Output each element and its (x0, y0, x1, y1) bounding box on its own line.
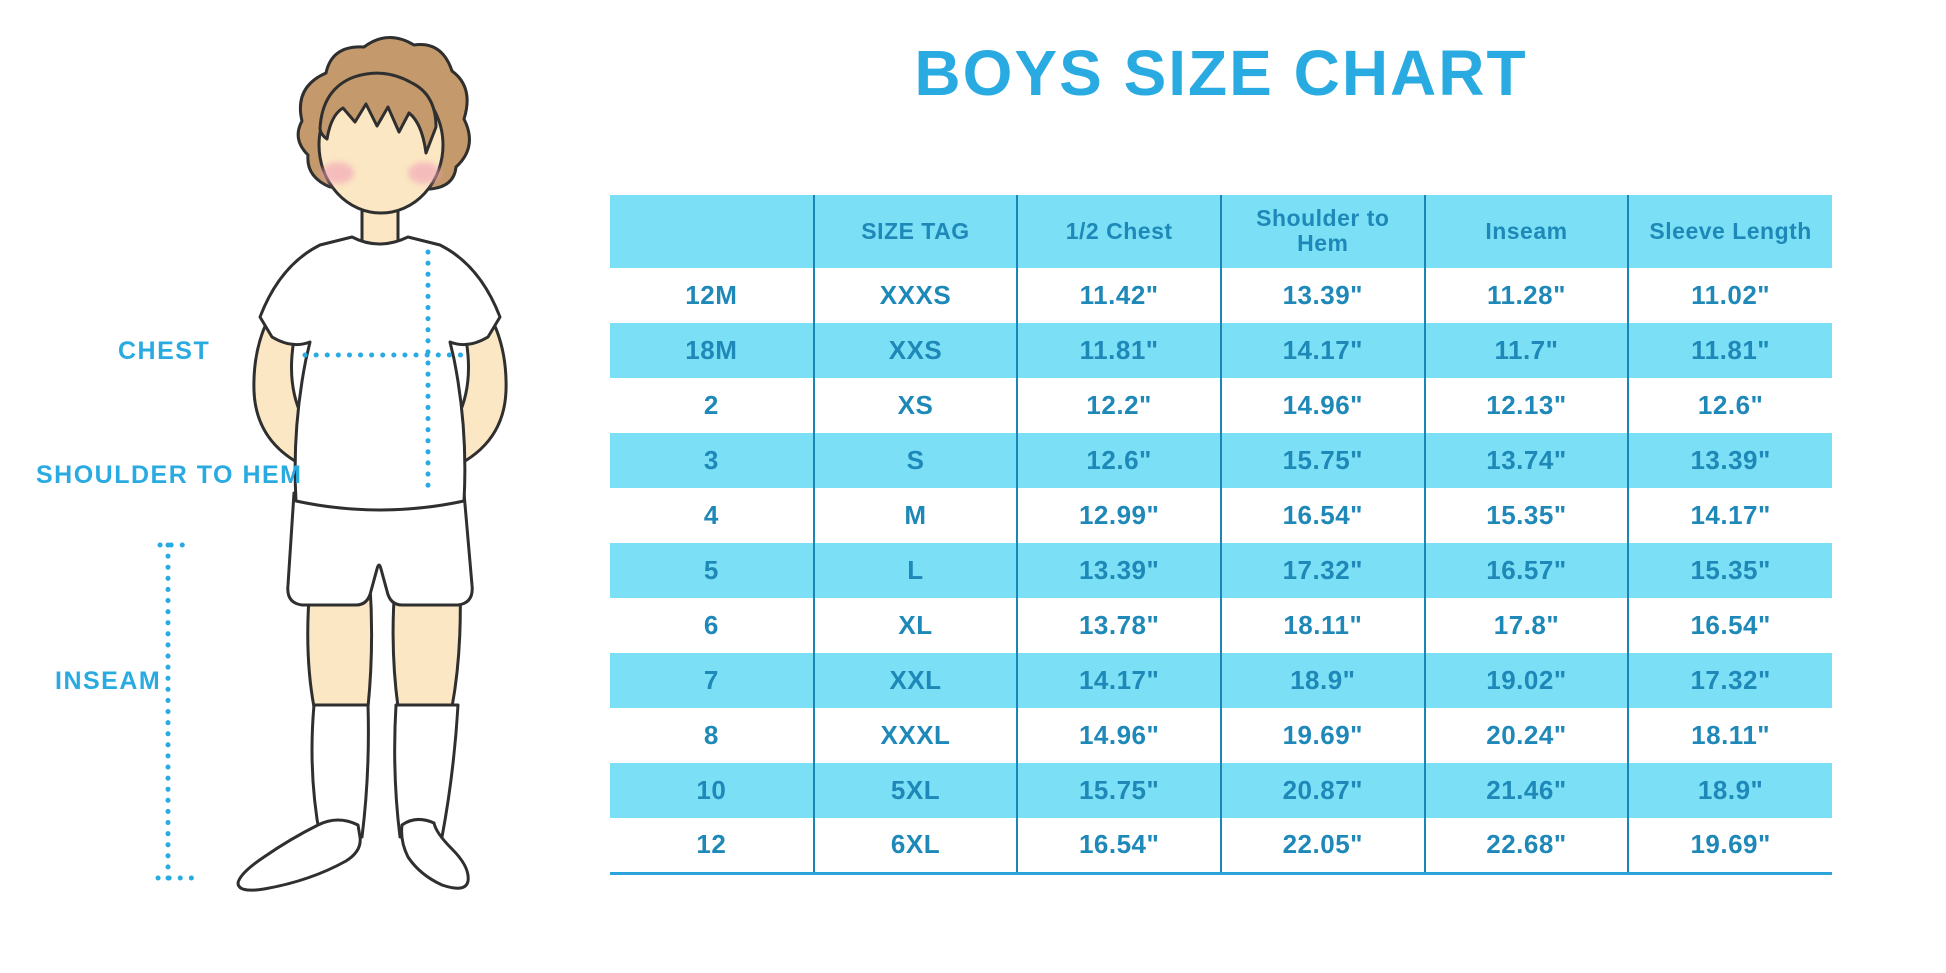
size-cell: 6 (610, 598, 815, 653)
table-row: 8 XXXL 14.96" 19.69" 20.24" 18.11" (610, 708, 1832, 763)
sleeve-length-cell: 13.39" (1690, 445, 1771, 475)
shoulder-to-hem-cell: 14.17" (1220, 323, 1426, 378)
inseam-cell: 21.46" (1424, 763, 1630, 818)
half-chest-cell: 16.54" (1017, 818, 1222, 873)
chest-label: CHEST (118, 337, 211, 365)
inseam-label: INSEAM (55, 667, 162, 695)
half-chest-cell: 14.17" (1017, 653, 1222, 708)
inseam-cell: 17.8" (1424, 598, 1630, 653)
inseam-cell: 13.74" (1424, 433, 1630, 488)
table-row: 7 XXL 14.17" 18.9" 19.02" 17.32" (610, 653, 1832, 708)
blush-cheeks (322, 162, 440, 184)
col-header-size-tag: SIZE TAG (813, 195, 1019, 268)
inseam-cell: 11.7" (1424, 323, 1630, 378)
table-row: 6 XL 13.78" 18.11" 17.8" 16.54" (610, 598, 1832, 653)
half-chest-cell: 12.99" (1017, 488, 1222, 543)
size-tag-cell: S (813, 433, 1019, 488)
half-chest-cell: 15.75" (1017, 763, 1222, 818)
inseam-cell: 16.57" (1424, 543, 1630, 598)
right-foot (400, 818, 470, 890)
inseam-cell: 22.68" (1424, 818, 1630, 873)
inseam-cell: 12.13" (1424, 378, 1630, 433)
left-sock (310, 703, 370, 839)
size-cell: 8 (610, 708, 815, 763)
sleeve-length-cell: 14.17" (1690, 500, 1771, 530)
table-row: 3 S 12.6" 15.75" 13.74" 13.39" (610, 433, 1832, 488)
shorts (286, 491, 474, 607)
size-tag-cell: XXL (813, 653, 1019, 708)
table-row: 18M XXS 11.81" 14.17" 11.7" 11.81" (610, 323, 1832, 378)
shoulder-to-hem-cell: 14.96" (1220, 378, 1426, 433)
shoulder-to-hem-label: SHOULDER TO HEM (36, 461, 303, 489)
table-row: 2 XS 12.2" 14.96" 12.13" 12.6" (610, 378, 1832, 433)
col-header-size (610, 195, 815, 268)
header-row: SIZE TAG 1/2 Chest Shoulder to Hem Insea… (610, 195, 1832, 268)
shoulder-to-hem-cell: 17.32" (1220, 543, 1426, 598)
size-cell: 2 (610, 378, 815, 433)
half-chest-cell: 12.2" (1017, 378, 1222, 433)
size-cell: 5 (610, 543, 815, 598)
size-tag-cell: L (813, 543, 1019, 598)
shoulder-to-hem-cell: 13.39" (1220, 268, 1426, 323)
inseam-cell: 15.35" (1424, 488, 1630, 543)
size-cell: 12 (610, 818, 815, 873)
inseam-cell: 19.02" (1424, 653, 1630, 708)
size-cell: 3 (610, 433, 815, 488)
sleeve-length-cell: 12.6" (1697, 390, 1764, 420)
col-header-inseam: Inseam (1424, 195, 1630, 268)
size-tag-cell: 6XL (813, 818, 1019, 873)
sleeve-length-cell: 17.32" (1690, 665, 1771, 695)
size-cell: 4 (610, 488, 815, 543)
hair-fringe (318, 71, 438, 155)
table-row: 10 5XL 15.75" 20.87" 21.46" 18.9" (610, 763, 1832, 818)
shoulder-to-hem-cell: 16.54" (1220, 488, 1426, 543)
size-cell: 10 (610, 763, 815, 818)
sleeve-length-cell: 18.9" (1697, 775, 1764, 805)
shoulder-to-hem-cell: 18.11" (1220, 598, 1426, 653)
size-cell: 18M (610, 323, 815, 378)
left-foot (236, 818, 362, 892)
table-row: 5 L 13.39" 17.32" 16.57" 15.35" (610, 543, 1832, 598)
inseam-cell: 11.28" (1424, 268, 1630, 323)
size-cell: 7 (610, 653, 815, 708)
sleeve-length-cell: 11.02" (1691, 280, 1771, 310)
size-tag-cell: XXXL (813, 708, 1019, 763)
half-chest-cell: 12.6" (1017, 433, 1222, 488)
sleeve-length-cell: 16.54" (1690, 610, 1771, 640)
size-tag-cell: XXS (813, 323, 1019, 378)
size-tag-cell: XS (813, 378, 1019, 433)
half-chest-cell: 11.81" (1017, 323, 1222, 378)
size-cell: 12M (610, 268, 815, 323)
half-chest-cell: 14.96" (1017, 708, 1222, 763)
table-row: 12M XXXS 11.42" 13.39" 11.28" 11.02" (610, 268, 1832, 323)
tshirt (258, 235, 502, 512)
sleeve-length-cell: 11.81" (1691, 335, 1771, 365)
page-title: BOYS SIZE CHART (914, 37, 1528, 109)
col-header-sleeve-length: Sleeve Length (1649, 218, 1812, 244)
col-header-shoulder-to-hem: Shoulder to Hem (1220, 195, 1426, 268)
size-tag-cell: XL (813, 598, 1019, 653)
half-chest-cell: 11.42" (1017, 268, 1222, 323)
size-tag-cell: XXXS (813, 268, 1019, 323)
size-tag-cell: M (813, 488, 1019, 543)
shoulder-to-hem-cell: 22.05" (1220, 818, 1426, 873)
sleeve-length-cell: 19.69" (1690, 829, 1771, 860)
sleeve-length-cell: 18.11" (1691, 720, 1771, 750)
size-chart-table: SIZE TAG 1/2 Chest Shoulder to Hem Insea… (610, 195, 1832, 875)
shoulder-to-hem-cell: 15.75" (1220, 433, 1426, 488)
table-row: 4 M 12.99" 16.54" 15.35" 14.17" (610, 488, 1832, 543)
shoulder-to-hem-cell: 20.87" (1220, 763, 1426, 818)
right-sock (393, 703, 460, 839)
half-chest-cell: 13.78" (1017, 598, 1222, 653)
sleeve-length-cell: 15.35" (1690, 555, 1771, 585)
shoulder-to-hem-cell: 18.9" (1220, 653, 1426, 708)
col-header-half-chest: 1/2 Chest (1017, 195, 1222, 268)
shoulder-to-hem-cell: 19.69" (1220, 708, 1426, 763)
table-row: 12 6XL 16.54" 22.05" 22.68" 19.69" (610, 818, 1832, 873)
half-chest-cell: 13.39" (1017, 543, 1222, 598)
inseam-cell: 20.24" (1424, 708, 1630, 763)
size-tag-cell: 5XL (813, 763, 1019, 818)
boy-illustration (155, 36, 508, 892)
